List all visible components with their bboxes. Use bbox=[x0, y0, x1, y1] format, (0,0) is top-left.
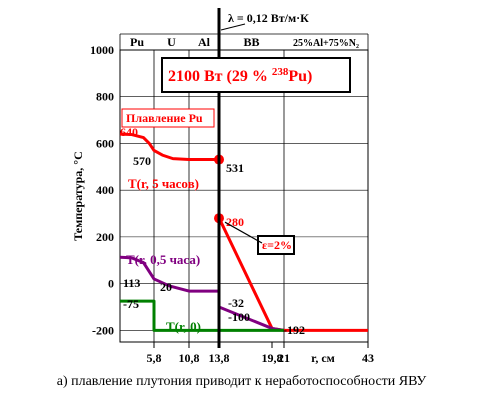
annotation-11: -100 bbox=[228, 310, 250, 324]
region-label: 25%Al+75%N₂ bbox=[293, 38, 359, 49]
lambda-label: λ = 0,12 Вт/м·К bbox=[228, 11, 309, 25]
annotation-12: -192 bbox=[283, 323, 305, 337]
epsilon-arrow bbox=[224, 221, 263, 244]
y-tick-label: 0 bbox=[108, 277, 114, 291]
y-tick-label: 600 bbox=[96, 136, 114, 150]
annotation-5: 280 bbox=[226, 215, 244, 229]
figure-caption: а) плавление плутония приводит к неработ… bbox=[56, 374, 427, 389]
annotation-3: 570 bbox=[133, 154, 151, 168]
region-label: Al bbox=[198, 35, 211, 49]
y-tick-label: 200 bbox=[96, 230, 114, 244]
annotation-7: 113 bbox=[123, 276, 140, 290]
x-tick-label: 10,8 bbox=[179, 351, 200, 365]
region-label: ВВ bbox=[243, 35, 259, 49]
region-label: Pu bbox=[130, 35, 144, 49]
annotations: 2100 Вт (29 % 238Pu) T(r, 5 часов) T(r, 0,… bbox=[120, 57, 351, 337]
annotation-box bbox=[257, 235, 295, 255]
annotation-9: -75 bbox=[123, 297, 139, 311]
region-label: U bbox=[167, 35, 176, 49]
x-tick-label: 43 bbox=[362, 351, 374, 365]
y-tick-label: 1000 bbox=[90, 43, 114, 57]
series-label-2: T(r, 0,5 часа) bbox=[126, 252, 200, 267]
annotation-10: -32 bbox=[228, 296, 244, 310]
plot-area bbox=[119, 49, 369, 343]
series-label-3: T(r, 0) bbox=[166, 319, 201, 334]
chart-title: 2100 Вт (29 % 238Pu) bbox=[168, 66, 312, 85]
x-axis-label: r, см bbox=[311, 351, 335, 365]
series-label-1: T(r, 5 часов) bbox=[128, 176, 199, 191]
annotation-8: 20 bbox=[160, 280, 172, 294]
annotation-1: Плавление Pu bbox=[126, 111, 203, 125]
annotation-box bbox=[121, 108, 215, 128]
lambda-pointer bbox=[220, 23, 246, 31]
y-axis-label: Температура, °С bbox=[71, 151, 85, 241]
series-line-1 bbox=[119, 132, 368, 332]
annotation-2: 640 bbox=[120, 125, 138, 139]
title-box bbox=[161, 57, 351, 93]
x-tick-label: 19,8 bbox=[262, 351, 283, 365]
annotation-4: 531 bbox=[226, 161, 244, 175]
annotation-6: ε=2% bbox=[262, 238, 292, 252]
x-tick-label: 13,8 bbox=[209, 351, 230, 365]
y-tick-label: -200 bbox=[92, 323, 114, 337]
y-tick-label: 400 bbox=[96, 183, 114, 197]
series-line-2 bbox=[119, 255, 285, 332]
y-tick-label: 800 bbox=[96, 90, 114, 104]
x-tick-label: 5,8 bbox=[147, 351, 162, 365]
x-tick-label: 21 bbox=[278, 351, 290, 365]
